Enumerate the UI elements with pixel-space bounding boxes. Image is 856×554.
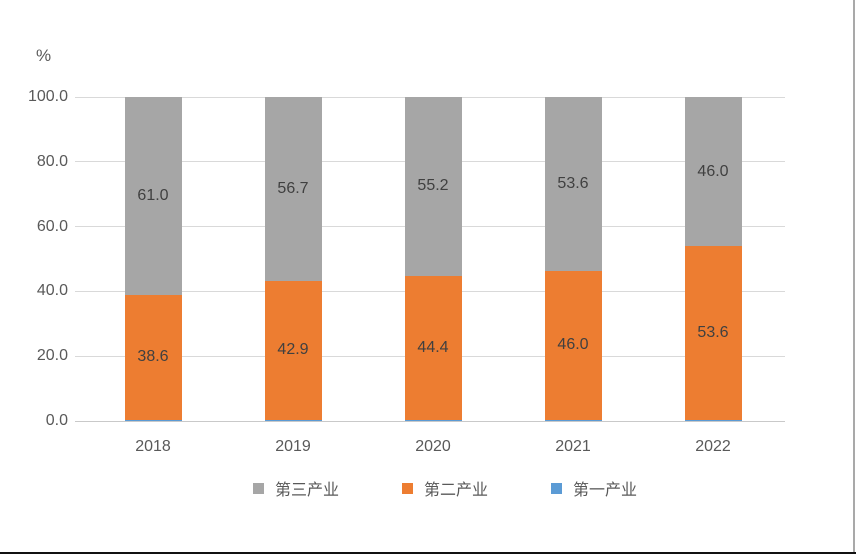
bar-data-label: 55.2 [417, 177, 449, 195]
bar-segment [544, 270, 602, 420]
legend-swatch-icon [253, 482, 264, 494]
x-axis-tick-label: 2020 [415, 438, 451, 455]
bar-data-label: 61.0 [137, 186, 169, 204]
bar-data-label: 44.4 [417, 338, 449, 356]
bar-segment [124, 97, 182, 295]
chart-legend: 第三产业 第二产业 第一产业 [253, 476, 637, 500]
y-axis-tick-label: 80.0 [36, 152, 68, 170]
y-axis-tick-label: 40.0 [36, 282, 68, 300]
y-axis-tick-label: 20.0 [36, 347, 68, 365]
x-axis-tick-label: 2019 [275, 438, 311, 455]
y-axis-tick-label: 60.0 [36, 217, 68, 235]
bar-segment [684, 419, 742, 421]
bar-data-label: 38.6 [137, 348, 169, 366]
bar-segment [264, 419, 322, 421]
bar-segment [124, 419, 182, 421]
page-border-bottom [0, 552, 856, 554]
bar-data-label: 53.6 [557, 174, 589, 192]
bar-segment [684, 97, 742, 247]
bar-data-label: 53.6 [697, 323, 729, 341]
legend-label: 第二产业 [424, 482, 489, 499]
legend-label: 第一产业 [573, 482, 638, 499]
legend-swatch-icon [551, 482, 563, 494]
bar-segment [684, 246, 742, 420]
bar-segment [404, 419, 462, 421]
x-axis-tick-label: 2021 [555, 438, 591, 455]
page-border-right [853, 0, 855, 554]
y-axis-tick-label: 0.0 [45, 412, 68, 429]
bar-segment [264, 280, 322, 420]
bar-segment [124, 294, 182, 420]
x-axis-tick-label: 2018 [135, 438, 171, 455]
bar-segment [404, 275, 462, 420]
legend-item: 第三产业 [253, 476, 339, 500]
bar-segment [544, 419, 602, 421]
legend-label: 第三产业 [275, 482, 340, 499]
bar-segment [404, 97, 462, 276]
bar-data-label: 46.0 [557, 336, 589, 354]
legend-item: 第二产业 [402, 476, 488, 500]
x-axis-tick-label: 2022 [695, 438, 731, 455]
bar-data-label: 56.7 [277, 179, 309, 197]
x-axis-line [75, 420, 785, 422]
legend-swatch-icon [402, 482, 414, 494]
bar-data-label: 46.0 [697, 162, 729, 180]
y-axis-unit-label: % [36, 46, 52, 65]
legend-item: 第一产业 [551, 476, 637, 500]
bar-segment [264, 97, 322, 281]
bar-data-label: 42.9 [277, 341, 309, 359]
y-axis-tick-label: 100.0 [27, 88, 68, 105]
bar-segment [544, 97, 602, 271]
